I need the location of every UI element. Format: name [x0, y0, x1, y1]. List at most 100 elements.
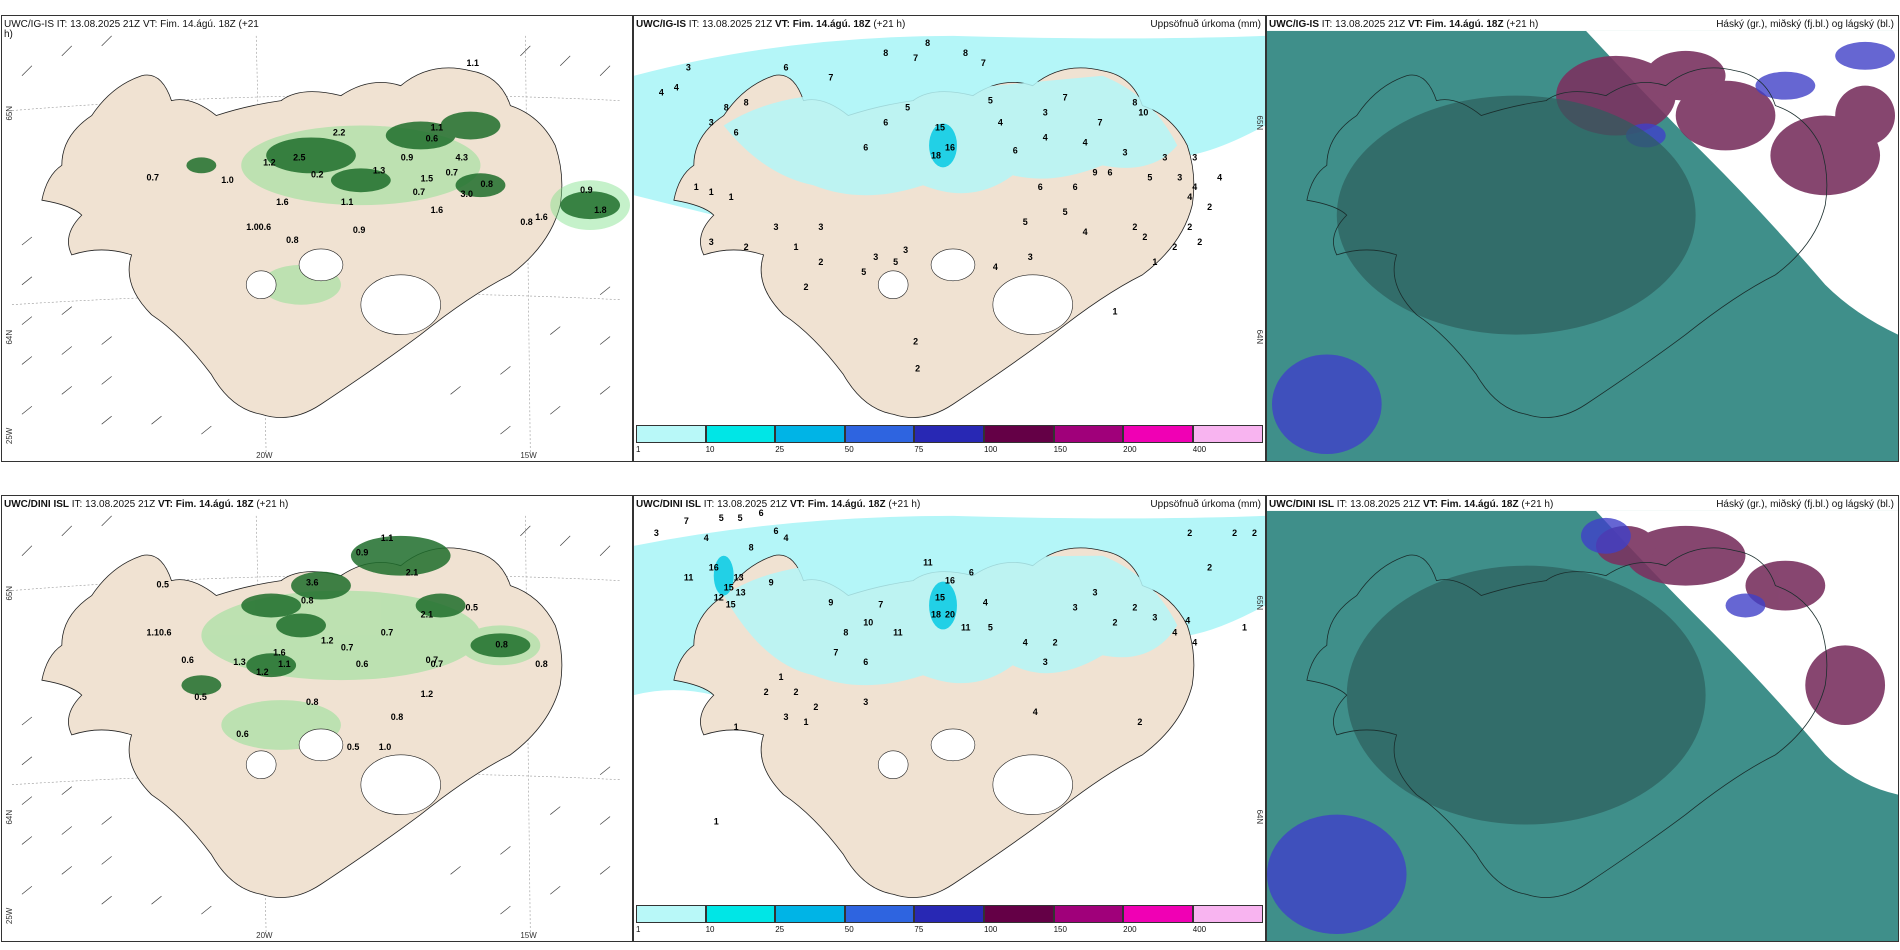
value-label: 5 — [905, 103, 910, 113]
iceland-outline — [1306, 67, 1828, 418]
value-label: 3.0 — [461, 189, 473, 199]
value-label: 1 — [1242, 622, 1247, 632]
value-label: 1 — [779, 672, 784, 682]
value-label: 18 — [931, 150, 941, 160]
value-label: 3 — [1093, 588, 1098, 598]
glaciers — [877, 248, 1073, 335]
precip-map: 3 5 5 6 7 6 4 4 8 11 11 16 15 13 12 15 1… — [634, 508, 1265, 898]
precip-max — [713, 555, 957, 630]
value-label: 3 — [686, 63, 691, 73]
value-label: 15 — [724, 583, 734, 593]
value-label: 3 — [903, 245, 908, 255]
value-label: 13 — [736, 588, 746, 598]
colorbar-seg — [1123, 905, 1193, 923]
value-label: 15 — [935, 122, 945, 132]
value-label: 16 — [709, 563, 719, 573]
lat-label: 65N — [5, 586, 14, 601]
title-lead: (+21 h) — [256, 499, 289, 510]
glaciers — [877, 728, 1073, 815]
value-label: 0.5 — [466, 602, 478, 612]
title-lead: (+21 h) — [873, 19, 906, 30]
value-label: 2 — [915, 363, 920, 373]
iceland-land — [41, 67, 563, 418]
precip-title: Uppsöfnuð úrkoma (mm) — [1150, 19, 1261, 30]
title-model: UWC/IG-IS — [1269, 19, 1319, 30]
panel-title: UWC/DINI ISL IT: 13.08.2025 21Z VT: Fim.… — [636, 498, 1261, 512]
value-label: 3 — [1122, 147, 1127, 157]
mid-cloud — [1595, 525, 1886, 725]
value-label: 3 — [784, 712, 789, 722]
colorbar-label: 10 — [705, 925, 715, 934]
value-label: 1.2 — [263, 157, 275, 167]
value-label: 1.2 — [421, 689, 433, 699]
colorbar: 1 10 25 50 75 100 150 200 400 — [636, 905, 1263, 939]
value-label: 9 — [769, 578, 774, 588]
value-label: 1 — [734, 722, 739, 732]
title-lead: (+21 h) — [1506, 19, 1539, 30]
value-label: 4 — [1172, 627, 1177, 637]
value-label: 6 — [759, 508, 764, 518]
value-label: 1.0 — [221, 175, 233, 185]
colorbar-label: 100 — [983, 925, 998, 934]
iceland-land — [41, 547, 563, 898]
value-label: 1 — [1112, 307, 1117, 317]
lat-label: 64N — [1255, 330, 1264, 345]
value-label: 3 — [818, 222, 823, 232]
value-label: 3 — [1152, 612, 1157, 622]
value-label: 3 — [709, 237, 714, 247]
value-label: 0.8 — [535, 659, 547, 669]
value-label: 4 — [1187, 192, 1192, 202]
value-label: 1 — [709, 187, 714, 197]
value-label: 1 — [729, 192, 734, 202]
value-label: 1 — [714, 817, 719, 827]
value-label: 1 — [803, 717, 808, 727]
value-label: 3 — [1043, 108, 1048, 118]
value-label: 3 — [1162, 152, 1167, 162]
colorbar-seg — [775, 905, 845, 923]
value-label: 0.6 — [426, 133, 438, 143]
value-label: 4 — [1023, 637, 1028, 647]
value-label: 8 — [1132, 98, 1137, 108]
value-label: 2 — [813, 702, 818, 712]
value-label: 4 — [1043, 132, 1048, 142]
value-label: 3 — [1043, 657, 1048, 667]
value-label: 3 — [1028, 252, 1033, 262]
value-label: 0.7 — [381, 627, 393, 637]
value-label: 5 — [719, 513, 724, 523]
cloud-map — [1267, 30, 1898, 461]
title-issue: IT: 13.08.2025 21Z — [1336, 499, 1421, 510]
value-label: 1.1 — [467, 58, 479, 68]
value-label: 1.3 — [373, 165, 385, 175]
colorbar-label: 50 — [844, 445, 854, 454]
value-label: 4 — [674, 83, 679, 93]
lat-label: 64N — [1255, 810, 1264, 825]
lat-label: 64N — [5, 810, 14, 825]
value-label: 7 — [878, 600, 883, 610]
dense-low-cloud — [1346, 565, 1706, 825]
lon-label: 20W — [256, 451, 273, 460]
value-label: 2 — [913, 337, 918, 347]
wind-map: 1.1 0.7 1.0 1.1 0.6 0.9 1.3 2.5 1.2 0.2 … — [5, 35, 631, 460]
value-label: 1 — [694, 182, 699, 192]
colorbar-label: 400 — [1192, 445, 1207, 454]
colorbar-seg — [1123, 425, 1193, 443]
cloud-title: Háský (gr.), miðský (fj.bl.) og lágský (… — [1716, 499, 1894, 510]
value-label: 1.6 — [535, 212, 547, 222]
colorbar-seg — [1053, 425, 1124, 443]
iceland-outline — [1306, 547, 1828, 898]
value-label: 3 — [774, 222, 779, 232]
value-label: 2 — [1132, 222, 1137, 232]
title-model: UWC/DINI ISL — [636, 499, 701, 510]
value-label: 2 — [1172, 242, 1177, 252]
value-label: 0.7 — [147, 172, 159, 182]
value-label: 1.00.6 — [246, 222, 271, 232]
value-label: 0.8 — [286, 235, 298, 245]
value-label: 4 — [784, 533, 789, 543]
value-label: 6 — [734, 127, 739, 137]
value-label: 11 — [893, 627, 902, 637]
value-label: 1.0 — [379, 742, 391, 752]
high-cloud — [1267, 517, 1766, 935]
value-label: 10 — [863, 617, 873, 627]
value-label: 6 — [863, 657, 868, 667]
value-label: 8 — [963, 48, 968, 58]
